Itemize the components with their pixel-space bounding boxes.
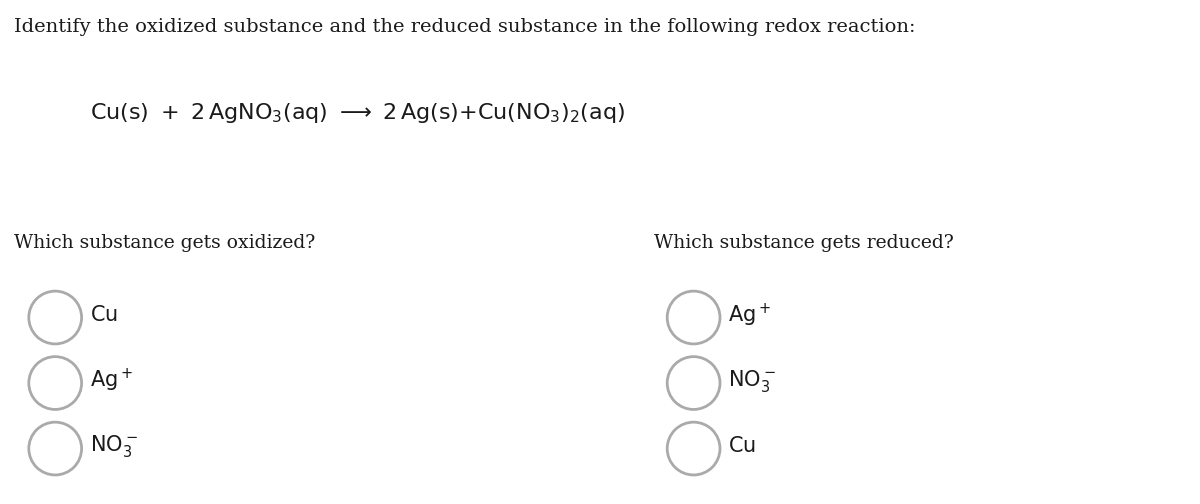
Text: $\mathrm{Cu(s)\ +\ 2\,AgNO_3(aq)\ \longrightarrow\ 2\,Ag(s){+}Cu(NO_3)_2(aq)}$: $\mathrm{Cu(s)\ +\ 2\,AgNO_3(aq)\ \longr… [90, 101, 625, 125]
Text: $\mathrm{Ag^+}$: $\mathrm{Ag^+}$ [90, 367, 133, 394]
Text: Which substance gets oxidized?: Which substance gets oxidized? [14, 234, 316, 253]
Text: $\mathrm{Ag^+}$: $\mathrm{Ag^+}$ [728, 301, 772, 329]
Text: $\mathrm{Cu}$: $\mathrm{Cu}$ [90, 305, 118, 325]
Text: $\mathrm{Cu}$: $\mathrm{Cu}$ [728, 436, 756, 456]
Text: $\mathrm{NO_3^-}$: $\mathrm{NO_3^-}$ [90, 433, 138, 459]
Text: Which substance gets reduced?: Which substance gets reduced? [654, 234, 954, 253]
Text: Identify the oxidized substance and the reduced substance in the following redox: Identify the oxidized substance and the … [14, 18, 916, 36]
Text: $\mathrm{NO_3^-}$: $\mathrm{NO_3^-}$ [728, 367, 776, 394]
